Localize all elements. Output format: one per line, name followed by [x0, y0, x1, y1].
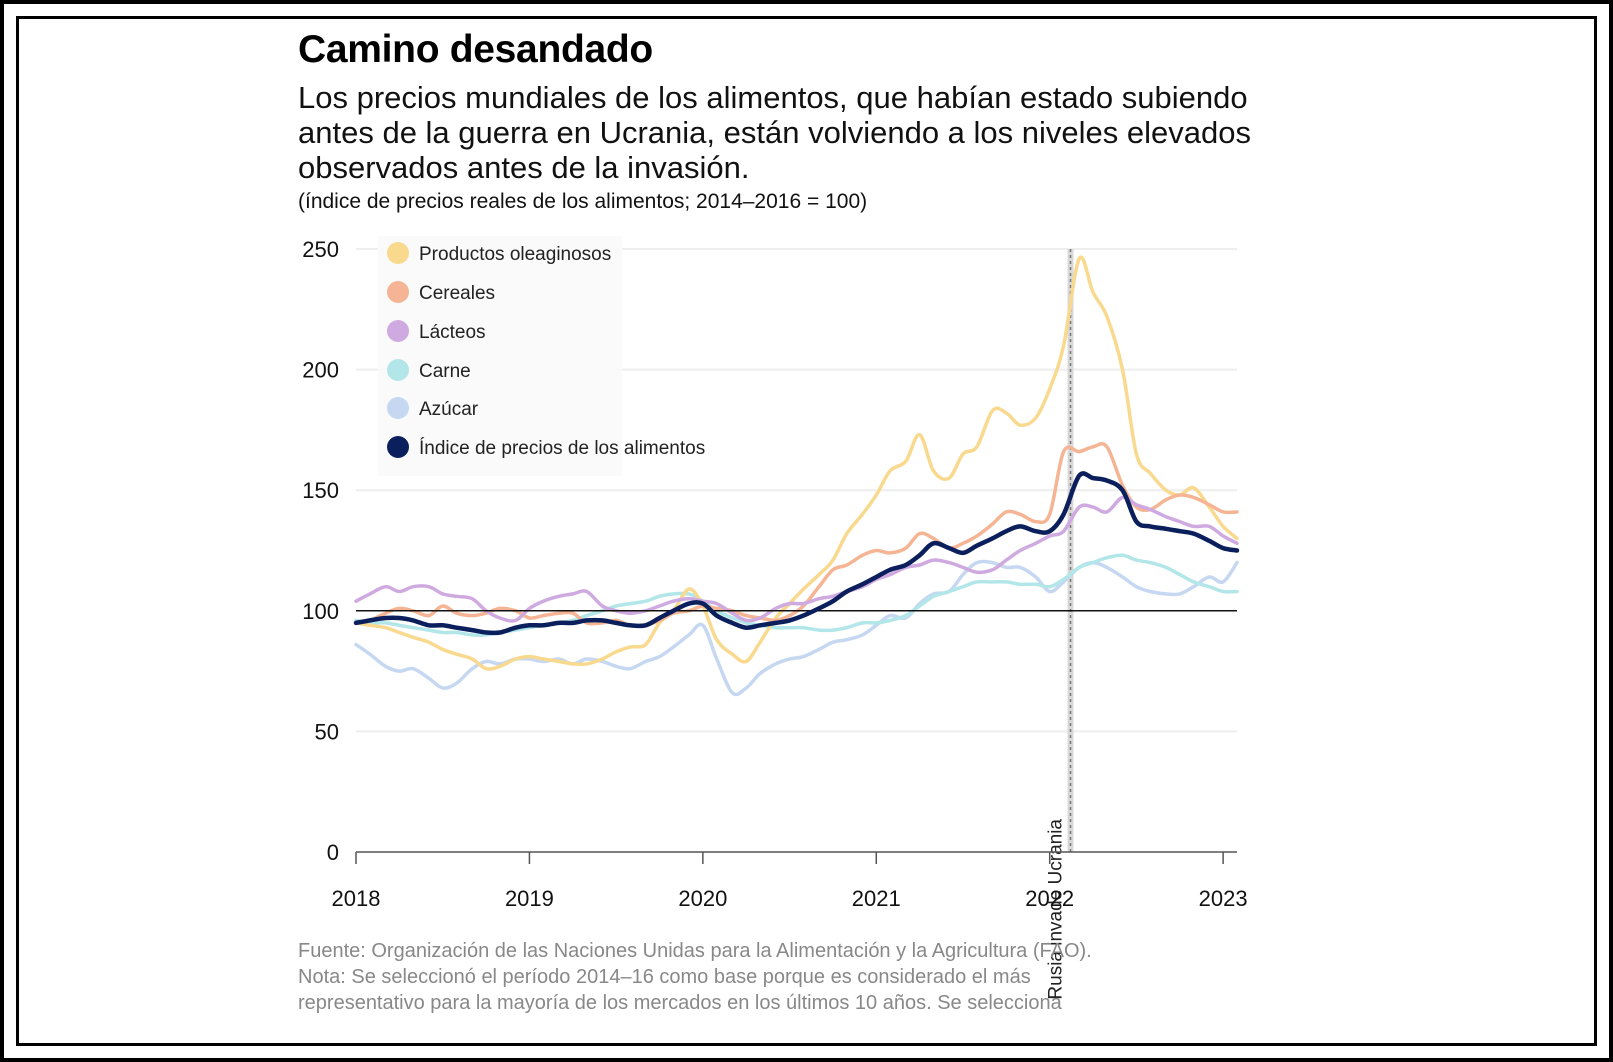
x-tick-label: 2019 [505, 886, 554, 911]
legend-swatch-cereales [387, 281, 409, 303]
legend-swatch-azucar [387, 397, 409, 419]
note-text-line2: representativo para la mayoría de los me… [298, 992, 1062, 1014]
axes: 0 50 100 150 200 250 2018 2019 2020 2021 2022 2023 [302, 237, 1247, 911]
y-tick-label: 250 [302, 237, 339, 262]
legend-label-cereales: Cereales [419, 283, 495, 304]
chart-title: Camino desandado [298, 28, 653, 71]
y-tick-label: 50 [315, 719, 339, 744]
y-tick-label: 200 [302, 358, 339, 383]
legend-swatch-indice-de-precios-de-los-alimentos [387, 436, 409, 458]
series-line-indice-de-precios-de-los-alimentos [353, 471, 1240, 636]
legend-swatch-lacteos [387, 320, 409, 342]
chart-panel [16, 16, 1597, 1046]
y-tick-label: 100 [302, 599, 339, 624]
y-tick-label: 0 [327, 840, 339, 865]
legend-label-indice-de-precios-de-los-alimentos: Índice de precios de los alimentos [419, 438, 705, 459]
x-tick-label: 2022 [1025, 886, 1074, 911]
series-lines [354, 255, 1239, 697]
legend-label-lacteos: Lácteos [419, 322, 486, 343]
legend-swatch-productos-oleaginosos [387, 242, 409, 264]
x-tick-label: 2018 [332, 886, 381, 911]
chart-units: (índice de precios reales de los aliment… [298, 190, 868, 213]
x-tick-label: 2021 [852, 886, 901, 911]
chart-subtitle: Los precios mundiales de los alimentos, … [298, 80, 1251, 185]
note-text-line1: Nota: Se seleccionó el período 2014–16 c… [298, 966, 1031, 988]
page-frame [4, 4, 1609, 1058]
legend-swatch-carne [387, 359, 409, 381]
legend: Productos oleaginosos Cereales Lácteos Carn… [387, 242, 705, 459]
legend-background [378, 236, 622, 476]
footer: Fuente: Organización de las Naciones Uni… [298, 938, 1298, 1016]
legend-label-azucar: Azúcar [419, 399, 479, 420]
annotation-label: Rusia invade Ucrania [1046, 819, 1067, 1000]
legend-label-carne: Carne [419, 361, 471, 382]
gridlines: Rusia invade Ucrania [356, 236, 1237, 1000]
x-tick-label: 2020 [678, 886, 727, 911]
x-tick-label: 2023 [1199, 886, 1248, 911]
source-text: Fuente: Organización de las Naciones Uni… [298, 940, 1092, 962]
series-line-lacteos [354, 495, 1239, 623]
y-tick-label: 150 [302, 478, 339, 503]
legend-label-productos-oleaginosos: Productos oleaginosos [419, 244, 611, 265]
series-line-productos-oleaginosos [354, 255, 1239, 671]
